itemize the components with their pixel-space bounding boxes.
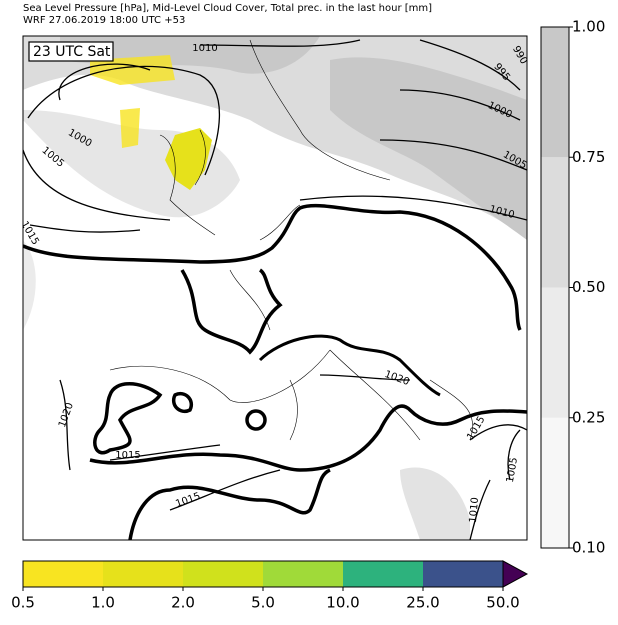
cloud-colorbar: 0.10 0.25 0.50 0.75 1.00 (540, 18, 605, 557)
header-line: WRF 27.06.2019 18:00 UTC +53 (23, 15, 185, 26)
isobar-label: 1010 (468, 497, 481, 523)
colorbar-segment (541, 27, 569, 158)
colorbar-tick-label: 0.25 (572, 408, 605, 426)
colorbar-segment (541, 157, 569, 288)
colorbar-segment (541, 287, 569, 418)
isobar-label: 1015 (115, 450, 140, 461)
colorbar-tick-label: 2.0 (171, 594, 195, 612)
colorbar-segment (263, 561, 343, 587)
colorbar-tick-label: 1.0 (91, 594, 115, 612)
colorbar-segment (183, 561, 263, 587)
colorbar-extension (502, 560, 529, 588)
colorbar-segment (541, 417, 569, 548)
colorbar-tick-label: 5.0 (251, 594, 275, 612)
header-line: Sea Level Pressure [hPa], Mid-Level Clou… (23, 3, 432, 14)
colorbar-tick-label: 0.50 (572, 278, 605, 296)
precip-colorbar: 0.5 1.0 2.0 5.0 10.0 25.0 50.0 (11, 560, 529, 612)
colorbar-tick-label: 50.0 (486, 594, 519, 612)
time-label-box (28, 41, 114, 62)
isobar-label: 1005 (505, 457, 520, 484)
isobar-label: 1010 (192, 43, 217, 54)
colorbar-tick-label: 0.75 (572, 148, 605, 166)
colorbar-segment (343, 561, 423, 587)
colorbar-tick-label: 0.5 (11, 594, 35, 612)
colorbar-segment (23, 561, 103, 587)
colorbar-tick-label: 0.10 (572, 539, 605, 557)
colorbar-tick-label: 25.0 (406, 594, 439, 612)
map-frame (22, 35, 528, 541)
colorbar-tick-label: 1.00 (572, 18, 605, 36)
colorbar-tick-label: 10.0 (326, 594, 359, 612)
time-label: 23 UTC Sat (33, 44, 111, 60)
colorbar-segment (103, 561, 183, 587)
colorbar-segment (423, 561, 503, 587)
